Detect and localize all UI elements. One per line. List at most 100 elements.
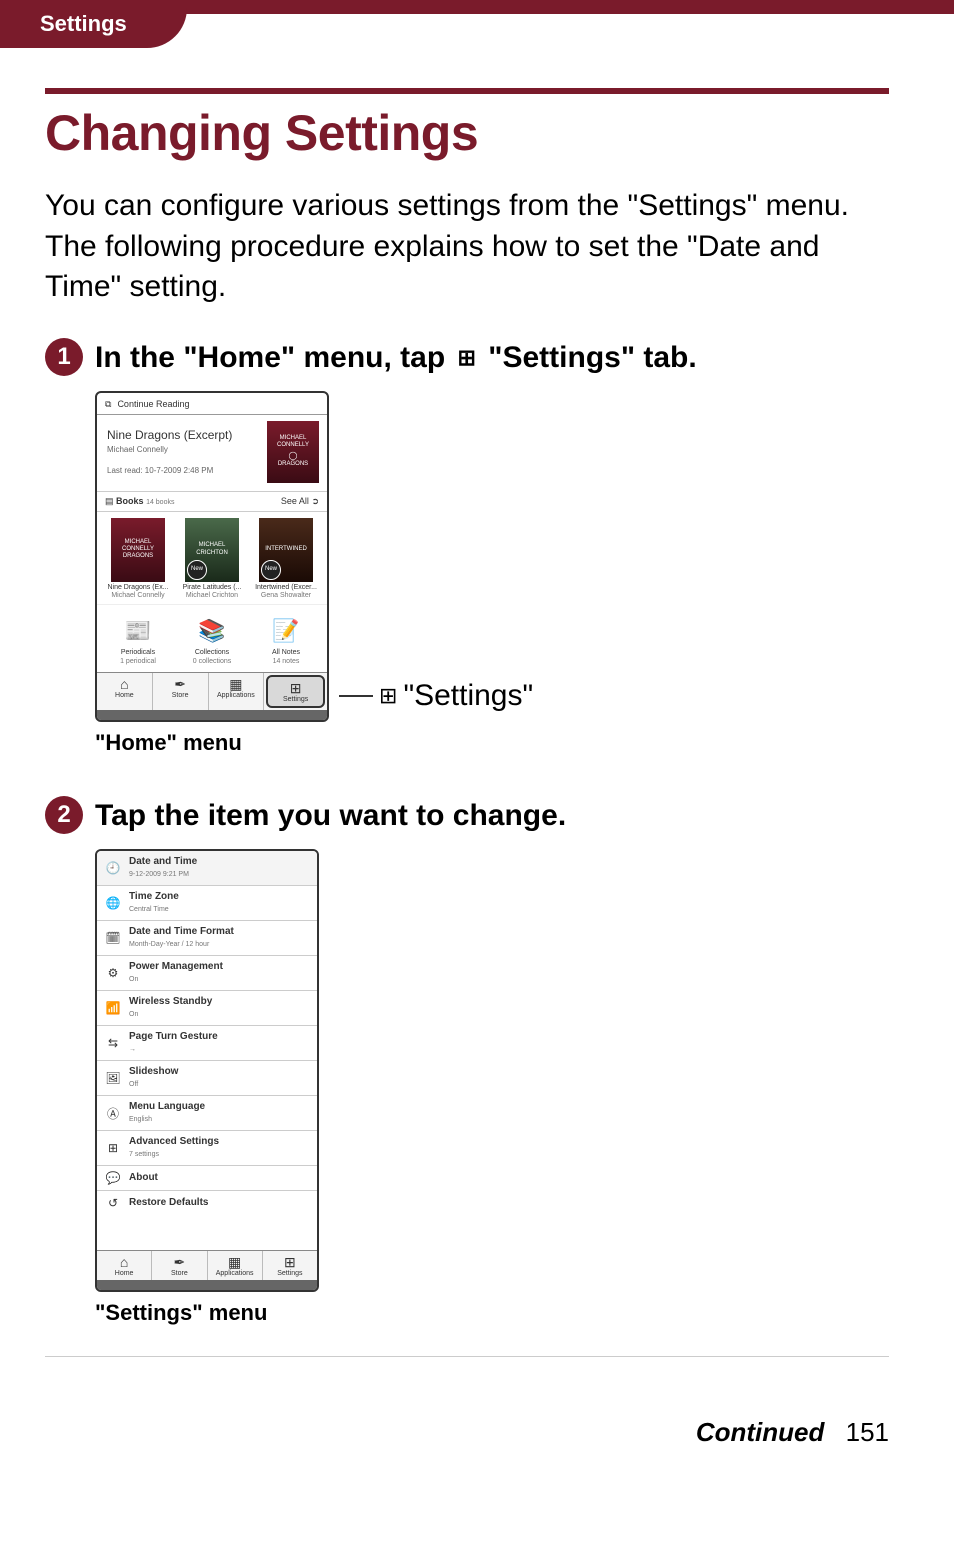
settings-header: 🕘 Date and Time9-12-2009 9:21 PM: [97, 851, 317, 886]
book-cover: INTERTWINEDNew: [259, 518, 313, 582]
page-footer: Continued 151: [0, 1377, 954, 1498]
settings-screen-mock: 🕘 Date and Time9-12-2009 9:21 PM 🌐Time Z…: [95, 849, 319, 1292]
books-icon: ▤: [105, 496, 114, 506]
toolbox-icon: ⊞: [105, 1141, 121, 1155]
nav-applications[interactable]: ▦Applications: [209, 673, 265, 710]
step-1-text: In the "Home" menu, tap ⊞ "Settings" tab…: [95, 338, 697, 377]
antenna-icon: 📶: [105, 1001, 121, 1015]
shelf-item-collections[interactable]: 📚 Collections 0 collections: [180, 615, 244, 666]
book-title: Nine Dragons (Ex...: [106, 584, 170, 592]
callout-line: [339, 695, 373, 697]
toolbox-icon: ⊞: [453, 344, 479, 373]
settings-item-about[interactable]: 💬About: [97, 1166, 317, 1191]
continue-reading-panel: Nine Dragons (Excerpt) Michael Connelly …: [97, 415, 327, 491]
bottom-nav: ⌂Home ✒Store ▦Applications ⊞Settings: [97, 672, 327, 710]
continue-reading-label: Continue Reading: [117, 399, 189, 409]
step-1-heading: 1 In the "Home" menu, tap ⊞ "Settings" t…: [45, 338, 889, 377]
current-book-author: Michael Connelly: [107, 444, 232, 455]
page-content: Changing Settings You can configure vari…: [0, 48, 954, 1377]
book-title: Intertwined (Excer...: [254, 584, 318, 592]
nav-applications[interactable]: ▦Applications: [208, 1251, 263, 1280]
nav-store[interactable]: ✒Store: [153, 673, 209, 710]
book-item[interactable]: MICHAEL CONNELLY DRAGONS Nine Dragons (E…: [106, 518, 170, 601]
collections-icon: 📚: [194, 615, 230, 647]
books-bar: ▤ Books 14 books See All ➲: [97, 491, 327, 512]
settings-item-power[interactable]: ⚙Power ManagementOn: [97, 956, 317, 991]
step-2-text: Tap the item you want to change.: [95, 796, 566, 835]
undo-icon: ↺: [105, 1196, 121, 1210]
shelf-row: 📰 Periodicals 1 periodical 📚 Collections…: [97, 604, 327, 672]
pen-icon: ✒: [174, 677, 186, 691]
settings-item-advanced[interactable]: ⊞Advanced Settings7 settings: [97, 1131, 317, 1166]
toolbox-icon: ⊞: [290, 681, 302, 695]
step-1-text-pre: In the "Home" menu, tap: [95, 341, 453, 374]
shelf-item-periodicals[interactable]: 📰 Periodicals 1 periodical: [106, 615, 170, 666]
nav-store[interactable]: ✒Store: [152, 1251, 207, 1280]
nav-home[interactable]: ⌂Home: [97, 673, 153, 710]
intro-paragraph: You can configure various settings from …: [45, 186, 889, 308]
clock-icon: 🕘: [105, 861, 121, 875]
power-icon: ⚙: [105, 966, 121, 980]
book-open-icon: ⧉: [105, 399, 111, 410]
page-number: 151: [846, 1417, 889, 1447]
toolbox-icon: ⊞: [379, 683, 397, 709]
settings-item-pageturn[interactable]: ⇆Page Turn Gesture→: [97, 1026, 317, 1061]
settings-menu-caption: "Settings" menu: [95, 1300, 889, 1326]
settings-item-timezone[interactable]: 🌐Time ZoneCentral Time: [97, 886, 317, 921]
book-title: Pirate Latitudes (...: [180, 584, 244, 592]
pen-icon: ✒: [174, 1255, 186, 1269]
book-item[interactable]: INTERTWINEDNew Intertwined (Excer... Gen…: [254, 518, 318, 601]
last-read-label: Last read: 10-7-2009 2:48 PM: [107, 465, 232, 476]
new-badge: New: [187, 560, 207, 580]
step-1-text-post: "Settings" tab.: [480, 341, 697, 374]
book-cover: MICHAEL CONNELLY DRAGONS: [111, 518, 165, 582]
settings-item-language[interactable]: ⒶMenu LanguageEnglish: [97, 1096, 317, 1131]
settings-callout: ⊞ "Settings": [379, 679, 533, 713]
speech-icon: 💬: [105, 1171, 121, 1185]
current-book-title: Nine Dragons (Excerpt): [107, 427, 232, 444]
arrow-right-icon: ➲: [311, 496, 319, 506]
see-all-link[interactable]: See All ➲: [281, 496, 319, 507]
books-label: Books: [116, 496, 144, 506]
continued-label: Continued: [696, 1417, 825, 1447]
step-2-badge: 2: [45, 796, 83, 834]
letter-icon: Ⓐ: [105, 1105, 121, 1122]
content-divider: [45, 1356, 889, 1357]
settings-item-slideshow[interactable]: 🖼SlideshowOff: [97, 1061, 317, 1096]
nav-settings[interactable]: ⊞Settings: [263, 1251, 317, 1280]
newspaper-icon: 📰: [120, 615, 156, 647]
notes-icon: 📝: [268, 615, 304, 647]
toolbox-icon: ⊞: [284, 1255, 296, 1269]
header-section-tab: Settings: [0, 0, 187, 48]
book-author: Michael Connelly: [106, 592, 170, 600]
image-icon: 🖼: [105, 1071, 121, 1085]
step-1-badge: 1: [45, 338, 83, 376]
settings-item-restore[interactable]: ↺Restore Defaults: [97, 1191, 317, 1250]
books-count: 14 books: [146, 499, 174, 506]
status-strip: [97, 1280, 317, 1290]
home-icon: ⌂: [120, 1255, 128, 1269]
grid-icon: ▦: [229, 677, 242, 691]
step-2-heading: 2 Tap the item you want to change.: [45, 796, 889, 835]
home-screen-mock: ⧉ Continue Reading Nine Dragons (Excerpt…: [95, 391, 329, 723]
step-2-body: 🕘 Date and Time9-12-2009 9:21 PM 🌐Time Z…: [95, 849, 889, 1326]
calendar-icon: 🗓: [105, 931, 121, 945]
book-cover: MICHAEL CRICHTONNew: [185, 518, 239, 582]
settings-item-datetime-format[interactable]: 🗓Date and Time FormatMonth-Day-Year / 12…: [97, 921, 317, 956]
globe-icon: 🌐: [105, 896, 121, 910]
title-rule: [45, 88, 889, 94]
home-menu-caption: "Home" menu: [95, 730, 889, 756]
book-item[interactable]: MICHAEL CRICHTONNew Pirate Latitudes (..…: [180, 518, 244, 601]
swap-icon: ⇆: [105, 1036, 121, 1050]
home-icon: ⌂: [120, 677, 128, 691]
step-1-body: ⧉ Continue Reading Nine Dragons (Excerpt…: [95, 391, 889, 757]
shelf-item-notes[interactable]: 📝 All Notes 14 notes: [254, 615, 318, 666]
nav-settings[interactable]: ⊞Settings: [266, 675, 325, 708]
nav-home[interactable]: ⌂Home: [97, 1251, 152, 1280]
page-title: Changing Settings: [45, 104, 889, 162]
book-author: Michael Crichton: [180, 592, 244, 600]
continue-reading-bar: ⧉ Continue Reading: [97, 393, 327, 415]
new-badge: New: [261, 560, 281, 580]
grid-icon: ▦: [228, 1255, 241, 1269]
settings-item-wireless[interactable]: 📶Wireless StandbyOn: [97, 991, 317, 1026]
